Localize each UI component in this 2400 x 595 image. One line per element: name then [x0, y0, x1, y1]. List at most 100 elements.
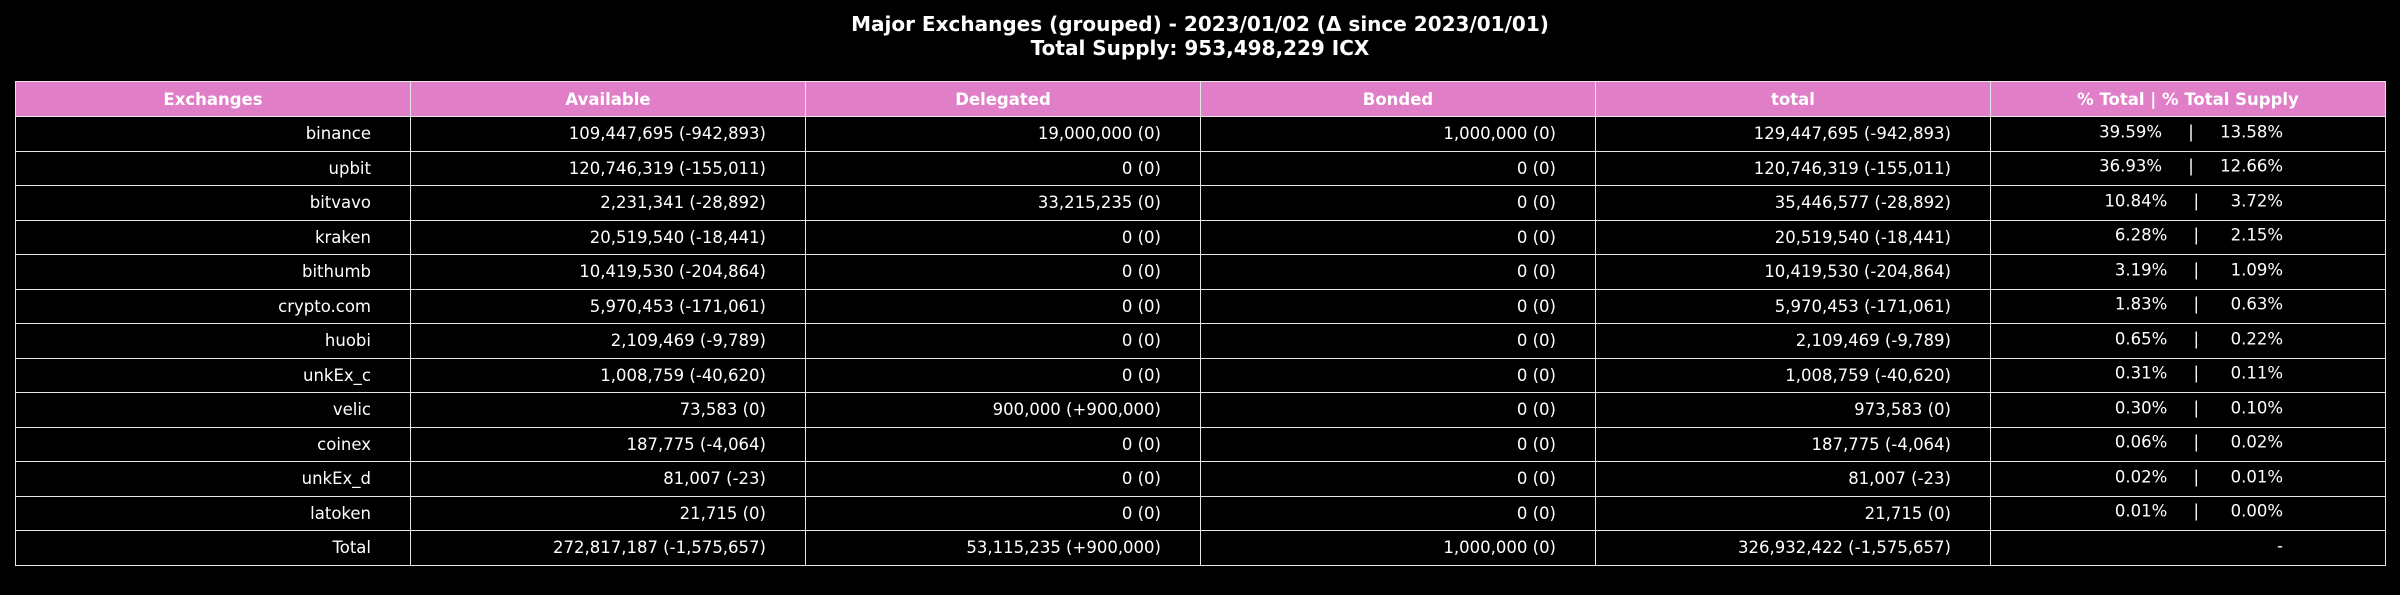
- table-cell: 5,970,453 (-171,061): [410, 288, 806, 324]
- table-cell: 0 (0): [1200, 461, 1596, 497]
- table-cell: 1,008,759 (-40,620): [410, 357, 806, 393]
- table-cell: bithumb: [15, 254, 411, 290]
- table-cell: 0 (0): [1200, 254, 1596, 290]
- table-cell: 0 (0): [805, 323, 1201, 359]
- percent-cell: 0.01% | 0.00%: [1990, 495, 2386, 531]
- table-cell: bitvavo: [15, 185, 411, 221]
- title-line-2: Total Supply: 953,498,229 ICX: [1030, 36, 1370, 60]
- table-cell: 35,446,577 (-28,892): [1595, 185, 1991, 221]
- table-cell: 2,231,341 (-28,892): [410, 185, 806, 221]
- percent-cell: 3.19% | 1.09%: [1990, 254, 2386, 290]
- table-cell: 0 (0): [1200, 323, 1596, 359]
- percent-text: 0.65% | 0.22%: [2114, 329, 2283, 349]
- percent-text: 0.31% | 0.11%: [2114, 363, 2283, 383]
- header-row: Exchanges Available Delegated Bonded total% …: [15, 81, 2386, 117]
- percent-text: 39.59% | 13.58%: [2099, 122, 2283, 142]
- table-cell: 81,007 (-23): [1595, 461, 1991, 497]
- table-cell: 0 (0): [1200, 495, 1596, 531]
- table-cell: latoken: [15, 495, 411, 531]
- table-cell: 129,447,695 (-942,893): [1595, 116, 1991, 152]
- table-cell: 0 (0): [1200, 185, 1596, 221]
- percent-cell: 1.83% | 0.63%: [1990, 288, 2386, 324]
- percent-text: 36.93% | 12.66%: [2099, 156, 2283, 176]
- table-cell: 2,109,469 (-9,789): [410, 323, 806, 359]
- percent-text: 3.19% | 1.09%: [2114, 260, 2283, 280]
- table-cell: 120,746,319 (-155,011): [410, 150, 806, 186]
- title-line-1: Major Exchanges (grouped) - 2023/01/02 (…: [851, 12, 1549, 36]
- table-cell: 973,583 (0): [1595, 392, 1991, 428]
- table-cell: 109,447,695 (-942,893): [410, 116, 806, 152]
- percent-cell: 10.84% | 3.72%: [1990, 185, 2386, 221]
- table-row: huobi 2,109,469 (-9,789) 0 (0) 0 (0) 2,109,4…: [15, 323, 2386, 359]
- percent-text: 10.84% | 3.72%: [2104, 191, 2283, 211]
- table-cell: 120,746,319 (-155,011): [1595, 150, 1991, 186]
- table-cell: 0 (0): [1200, 426, 1596, 462]
- table-row: crypto.com 5,970,453 (-171,061) 0 (0) 0 (0)…: [15, 288, 2386, 324]
- table-cell: 0 (0): [1200, 357, 1596, 393]
- percent-cell: 0.06% | 0.02%: [1990, 426, 2386, 462]
- table-cell: 0 (0): [805, 357, 1201, 393]
- table-cell: 33,215,235 (0): [805, 185, 1201, 221]
- percent-text: 1.83% | 0.63%: [2114, 294, 2283, 314]
- total-row: Total 272,817,187 (-1,575,657) 53,115,235 …: [15, 530, 2386, 566]
- table-cell: 81,007 (-23): [410, 461, 806, 497]
- table-cell: 272,817,187 (-1,575,657): [410, 530, 806, 566]
- table-cell: 0 (0): [1200, 288, 1596, 324]
- table-cell: 0 (0): [805, 150, 1201, 186]
- table-row: upbit 120,746,319 (-155,011) 0 (0) 0 (0) 120…: [15, 150, 2386, 186]
- table-cell: 187,775 (-4,064): [1595, 426, 1991, 462]
- percent-cell: 0.31% | 0.11%: [1990, 357, 2386, 393]
- percent-text: 0.06% | 0.02%: [2114, 432, 2283, 452]
- table-cell: 1,000,000 (0): [1200, 530, 1596, 566]
- table-cell: 0 (0): [805, 461, 1201, 497]
- table-cell: 0 (0): [1200, 392, 1596, 428]
- percent-cell: 6.28% | 2.15%: [1990, 219, 2386, 255]
- percent-text: 0.30% | 0.10%: [2114, 398, 2283, 418]
- column-header: total: [1595, 81, 1991, 117]
- table-row: latoken 21,715 (0) 0 (0) 0 (0) 21,715 (0) 0.0…: [15, 495, 2386, 531]
- table-cell: Total: [15, 530, 411, 566]
- percent-cell: 0.02% | 0.01%: [1990, 461, 2386, 497]
- column-header: Delegated: [805, 81, 1201, 117]
- table-cell: 0 (0): [805, 219, 1201, 255]
- table-cell: 53,115,235 (+900,000): [805, 530, 1201, 566]
- table-cell: 0 (0): [805, 288, 1201, 324]
- table-cell: 21,715 (0): [410, 495, 806, 531]
- column-header: Bonded: [1200, 81, 1596, 117]
- table-cell: kraken: [15, 219, 411, 255]
- table-cell: 0 (0): [1200, 219, 1596, 255]
- table-cell: huobi: [15, 323, 411, 359]
- table-cell: upbit: [15, 150, 411, 186]
- table-cell: 5,970,453 (-171,061): [1595, 288, 1991, 324]
- table-cell: 0 (0): [805, 254, 1201, 290]
- table-cell: 187,775 (-4,064): [410, 426, 806, 462]
- table-cell: 1,008,759 (-40,620): [1595, 357, 1991, 393]
- table-row: unkEx_c 1,008,759 (-40,620) 0 (0) 0 (0) 1,00…: [15, 357, 2386, 393]
- table-cell: 0 (0): [805, 426, 1201, 462]
- table-cell: unkEx_d: [15, 461, 411, 497]
- table-cell: 0 (0): [1200, 150, 1596, 186]
- table-cell: unkEx_c: [15, 357, 411, 393]
- table-cell: coinex: [15, 426, 411, 462]
- table-row: velic 73,583 (0) 900,000 (+900,000) 0 (0) 97…: [15, 392, 2386, 428]
- table-cell: 19,000,000 (0): [805, 116, 1201, 152]
- chart-title: Major Exchanges (grouped) - 2023/01/02 (…: [0, 12, 2400, 60]
- table-cell: velic: [15, 392, 411, 428]
- table-cell: 2,109,469 (-9,789): [1595, 323, 1991, 359]
- table-row: coinex 187,775 (-4,064) 0 (0) 0 (0) 187,775 …: [15, 426, 2386, 462]
- percent-cell: 0.65% | 0.22%: [1990, 323, 2386, 359]
- column-header: Exchanges: [15, 81, 411, 117]
- column-header: Available: [410, 81, 806, 117]
- exchanges-table: Exchanges Available Delegated Bonded total% …: [15, 81, 2386, 566]
- percent-cell: 36.93% | 12.66%: [1990, 150, 2386, 186]
- table-row: bithumb 10,419,530 (-204,864) 0 (0) 0 (0) 10…: [15, 254, 2386, 290]
- table-cell: crypto.com: [15, 288, 411, 324]
- table-body: binance 109,447,695 (-942,893) 19,000,000 …: [15, 116, 2386, 566]
- table-row: bitvavo 2,231,341 (-28,892) 33,215,235 (0)…: [15, 185, 2386, 221]
- percent-cell: -: [1990, 530, 2386, 566]
- percent-text: 6.28% | 2.15%: [2114, 225, 2283, 245]
- table-cell: 1,000,000 (0): [1200, 116, 1596, 152]
- percent-text: 0.02% | 0.01%: [2114, 467, 2283, 487]
- table-cell: 73,583 (0): [410, 392, 806, 428]
- table-row: binance 109,447,695 (-942,893) 19,000,000 …: [15, 116, 2386, 152]
